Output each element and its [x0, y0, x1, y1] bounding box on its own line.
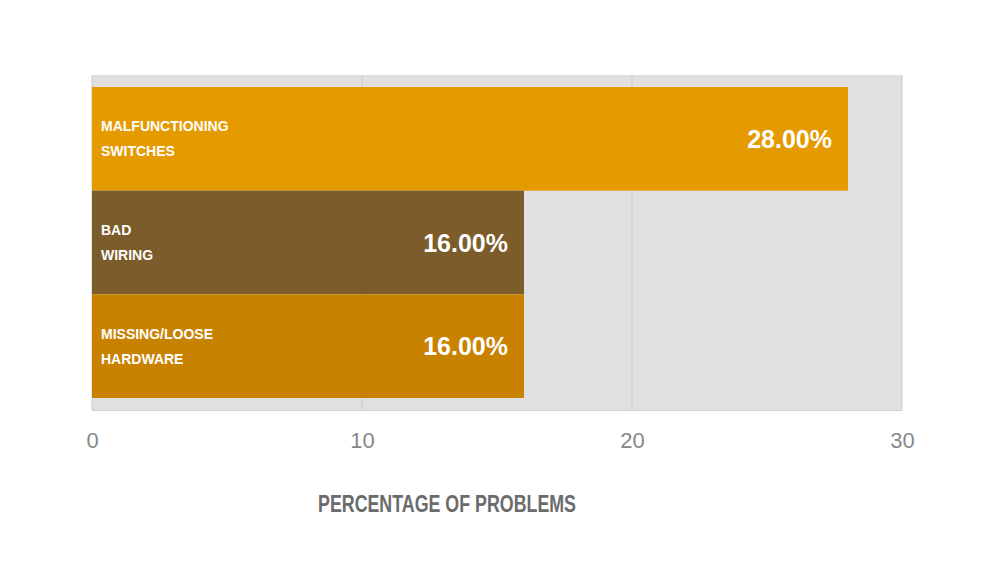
category-label: BADWIRING: [101, 222, 153, 263]
tick: 30: [890, 410, 914, 453]
bars: [92, 87, 848, 398]
chart: 0 10 20 30 PERCENTAGE OF PROBLEMS MALFUNCTION…: [0, 0, 1001, 570]
bar: [92, 294, 524, 398]
tick: 20: [620, 410, 644, 453]
tick: 10: [350, 410, 374, 453]
data-labels: 28.00% 16.00% 16.00%: [423, 125, 832, 360]
bar: [92, 191, 524, 295]
category-labels: MALFUNCTIONINGSWITCHES BADWIRING MISSING/L…: [101, 118, 229, 366]
plot-background: [92, 75, 902, 410]
tick-label: 30: [890, 428, 914, 453]
tick: 0: [86, 410, 98, 453]
category-label: MALFUNCTIONINGSWITCHES: [101, 118, 229, 159]
tick-label: 10: [350, 428, 374, 453]
axis-title: PERCENTAGE OF PROBLEMS: [318, 491, 576, 517]
axis-line: [93, 410, 903, 411]
tick-label: 0: [86, 428, 98, 453]
data-label: 16.00%: [423, 229, 508, 257]
x-axis: 0 10 20 30: [86, 410, 914, 453]
tick-label: 20: [620, 428, 644, 453]
data-label: 28.00%: [747, 125, 832, 153]
category-label: MISSING/LOOSEHARDWARE: [101, 326, 213, 367]
grid-line: [902, 75, 903, 410]
data-label: 16.00%: [423, 332, 508, 360]
grid: [92, 75, 902, 410]
bar: [92, 87, 848, 191]
